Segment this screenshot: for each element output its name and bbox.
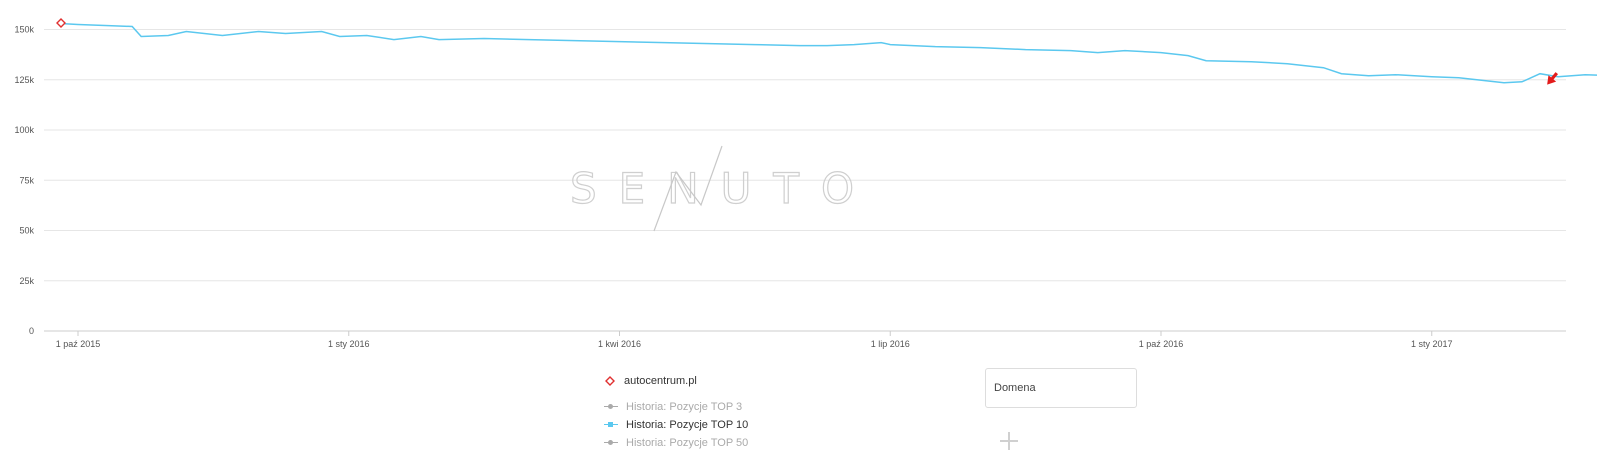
chart-grid	[44, 29, 1566, 332]
legend-item-label: Historia: Pozycje TOP 50	[626, 437, 749, 449]
legend-marker-icon	[604, 438, 618, 448]
legend-item-top10[interactable]: Historia: Pozycje TOP 10	[604, 416, 904, 434]
x-tick-label: 1 paź 2016	[1139, 339, 1184, 349]
red-diamond-icon	[605, 376, 615, 386]
domain-input[interactable]: Domena	[985, 368, 1137, 408]
x-tick-label: 1 kwi 2016	[598, 339, 641, 349]
y-tick-label: 150k	[14, 25, 34, 35]
y-tick-label: 125k	[14, 75, 34, 85]
watermark-text: SENUTO	[570, 164, 876, 213]
x-tick-label: 1 sty 2016	[328, 339, 370, 349]
legend-marker-icon	[604, 402, 618, 412]
legend-item-top50[interactable]: Historia: Pozycje TOP 50	[604, 434, 904, 452]
y-tick-label: 50k	[19, 226, 34, 236]
legend-domain-label: autocentrum.pl	[624, 375, 697, 387]
legend-marker-icon	[604, 420, 618, 430]
legend-item-label: Historia: Pozycje TOP 3	[626, 401, 743, 413]
watermark-logo-stroke	[653, 145, 723, 232]
domain-input-placeholder: Domena	[994, 382, 1036, 394]
legend-domain[interactable]: autocentrum.pl	[604, 372, 904, 390]
y-tick-label: 75k	[19, 175, 34, 185]
y-tick-label: 25k	[19, 276, 34, 286]
x-tick-label: 1 paź 2015	[56, 339, 101, 349]
x-tick-label: 1 sty 2017	[1411, 339, 1453, 349]
start-marker-icon[interactable]	[56, 18, 66, 28]
series-line-top10	[59, 22, 1597, 84]
senuto-watermark: SENUTO	[569, 145, 876, 232]
legend-item-top3[interactable]: Historia: Pozycje TOP 3	[604, 398, 904, 416]
end-arrow-icon	[1547, 72, 1559, 85]
chart-legend: autocentrum.pl Historia: Pozycje TOP 3 H…	[604, 372, 904, 452]
y-tick-label: 100k	[14, 125, 34, 135]
x-tick-label: 1 lip 2016	[871, 339, 910, 349]
y-axis: 0 25k 50k 75k 100k 125k 150k	[14, 25, 34, 337]
y-tick-label: 0	[29, 326, 34, 336]
legend-item-label: Historia: Pozycje TOP 10	[626, 419, 749, 431]
chart: 0 25k 50k 75k 100k 125k 150k 1 paź 2015 1 sty 2…	[14, 18, 1597, 349]
plus-icon[interactable]	[1000, 432, 1018, 450]
x-axis: 1 paź 2015 1 sty 2016 1 kwi 2016 1 lip 2016…	[56, 331, 1453, 349]
